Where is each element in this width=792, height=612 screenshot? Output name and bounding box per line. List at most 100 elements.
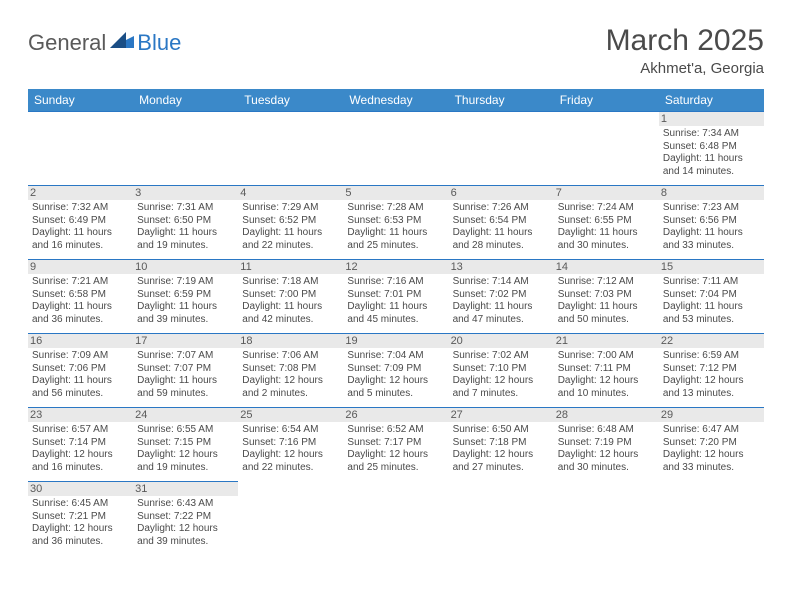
calendar-cell: 17Sunrise: 7:07 AMSunset: 7:07 PMDayligh… [133, 334, 238, 408]
calendar-cell: 27Sunrise: 6:50 AMSunset: 7:18 PMDayligh… [449, 408, 554, 482]
day-number: 1 [659, 112, 764, 126]
day-details: Sunrise: 7:00 AMSunset: 7:11 PMDaylight:… [558, 350, 655, 400]
calendar-row: 30 Sunrise: 6:45 AMSunset: 7:21 PMDayligh… [28, 482, 764, 556]
calendar-cell: 13Sunrise: 7:14 AMSunset: 7:02 PMDayligh… [449, 260, 554, 334]
day-number: 13 [449, 260, 554, 274]
day-details: Sunrise: 7:23 AMSunset: 6:56 PMDaylight:… [663, 202, 760, 252]
day-details: Sunrise: 7:04 AMSunset: 7:09 PMDaylight:… [347, 350, 444, 400]
day-number: 19 [343, 334, 448, 348]
day-number: 6 [449, 186, 554, 200]
calendar-cell-blank [343, 482, 448, 556]
calendar-row: 2 Sunrise: 7:32 AMSunset: 6:49 PMDaylight… [28, 186, 764, 260]
header: General Blue March 2025 Akhmet'a, Georgi… [28, 24, 764, 77]
day-details: Sunrise: 6:52 AMSunset: 7:17 PMDaylight:… [347, 424, 444, 474]
day-number: 4 [238, 186, 343, 200]
calendar-cell: 15 Sunrise: 7:11 AMSunset: 7:04 PMDayligh… [659, 260, 764, 334]
weekday-header: Monday [133, 89, 238, 112]
calendar-row: 16Sunrise: 7:09 AMSunset: 7:06 PMDayligh… [28, 334, 764, 408]
weekday-header: Sunday [28, 89, 133, 112]
day-number: 12 [343, 260, 448, 274]
calendar-cell: 30 Sunrise: 6:45 AMSunset: 7:21 PMDayligh… [28, 482, 133, 556]
weekday-header: Saturday [659, 89, 764, 112]
day-details: Sunrise: 6:54 AMSunset: 7:16 PMDaylight:… [242, 424, 339, 474]
calendar-cell: 3Sunrise: 7:31 AMSunset: 6:50 PMDaylight… [133, 186, 238, 260]
day-number: 8 [659, 186, 764, 200]
day-number: 10 [133, 260, 238, 274]
day-number: 20 [449, 334, 554, 348]
day-number: 29 [659, 408, 764, 422]
calendar-row: 23Sunrise: 6:57 AMSunset: 7:14 PMDayligh… [28, 408, 764, 482]
day-details: Sunrise: 7:16 AMSunset: 7:01 PMDaylight:… [347, 276, 444, 326]
weekday-header-row: SundayMondayTuesdayWednesdayThursdayFrid… [28, 89, 764, 112]
calendar-cell: 31Sunrise: 6:43 AMSunset: 7:22 PMDayligh… [133, 482, 238, 556]
calendar-cell: 14 Sunrise: 7:12 AMSunset: 7:03 PMDayligh… [554, 260, 659, 334]
calendar-cell: 29Sunrise: 6:47 AMSunset: 7:20 PMDayligh… [659, 408, 764, 482]
day-details: Sunrise: 7:07 AMSunset: 7:07 PMDaylight:… [137, 350, 234, 400]
day-details: Sunrise: 6:48 AMSunset: 7:19 PMDaylight:… [558, 424, 655, 474]
day-details: Sunrise: 7:11 AMSunset: 7:04 PMDaylight:… [663, 276, 760, 326]
day-number: 16 [28, 334, 133, 348]
logo-text-2: Blue [137, 30, 181, 56]
calendar-cell: 1 Sunrise: 7:34 AMSunset: 6:48 PMDaylight… [659, 112, 764, 186]
weekday-header: Thursday [449, 89, 554, 112]
calendar-cell-blank [343, 112, 448, 186]
calendar-cell: 20 Sunrise: 7:02 AMSunset: 7:10 PMDayligh… [449, 334, 554, 408]
day-number: 21 [554, 334, 659, 348]
calendar-cell: 22Sunrise: 6:59 AMSunset: 7:12 PMDayligh… [659, 334, 764, 408]
day-details: Sunrise: 6:43 AMSunset: 7:22 PMDaylight:… [137, 498, 234, 548]
calendar-cell: 19 Sunrise: 7:04 AMSunset: 7:09 PMDayligh… [343, 334, 448, 408]
day-details: Sunrise: 7:21 AMSunset: 6:58 PMDaylight:… [32, 276, 129, 326]
calendar-cell-blank [449, 112, 554, 186]
calendar-cell: 25 Sunrise: 6:54 AMSunset: 7:16 PMDayligh… [238, 408, 343, 482]
calendar-cell: 16Sunrise: 7:09 AMSunset: 7:06 PMDayligh… [28, 334, 133, 408]
day-details: Sunrise: 6:59 AMSunset: 7:12 PMDaylight:… [663, 350, 760, 400]
page-title: March 2025 [606, 24, 764, 58]
day-details: Sunrise: 6:45 AMSunset: 7:21 PMDaylight:… [32, 498, 129, 548]
location: Akhmet'a, Georgia [606, 60, 764, 77]
day-details: Sunrise: 7:02 AMSunset: 7:10 PMDaylight:… [453, 350, 550, 400]
day-details: Sunrise: 7:34 AMSunset: 6:48 PMDaylight:… [663, 128, 760, 178]
day-number: 3 [133, 186, 238, 200]
calendar-cell-blank [28, 112, 133, 186]
weekday-header: Wednesday [343, 89, 448, 112]
day-number: 18 [238, 334, 343, 348]
day-number: 28 [554, 408, 659, 422]
calendar-cell: 6Sunrise: 7:26 AMSunset: 6:54 PMDaylight… [449, 186, 554, 260]
weekday-header: Tuesday [238, 89, 343, 112]
logo: General Blue [28, 30, 181, 56]
calendar-cell-blank [554, 482, 659, 556]
day-number: 2 [28, 186, 133, 200]
day-number: 24 [133, 408, 238, 422]
weekday-header: Friday [554, 89, 659, 112]
day-number: 30 [28, 482, 133, 496]
day-number: 25 [238, 408, 343, 422]
calendar-cell: 8 Sunrise: 7:23 AMSunset: 6:56 PMDaylight… [659, 186, 764, 260]
day-number: 9 [28, 260, 133, 274]
day-details: Sunrise: 7:19 AMSunset: 6:59 PMDaylight:… [137, 276, 234, 326]
day-details: Sunrise: 7:28 AMSunset: 6:53 PMDaylight:… [347, 202, 444, 252]
calendar-table: SundayMondayTuesdayWednesdayThursdayFrid… [28, 89, 764, 556]
day-details: Sunrise: 7:18 AMSunset: 7:00 PMDaylight:… [242, 276, 339, 326]
day-details: Sunrise: 7:32 AMSunset: 6:49 PMDaylight:… [32, 202, 129, 252]
day-details: Sunrise: 6:57 AMSunset: 7:14 PMDaylight:… [32, 424, 129, 474]
day-number: 26 [343, 408, 448, 422]
day-details: Sunrise: 6:55 AMSunset: 7:15 PMDaylight:… [137, 424, 234, 474]
calendar-cell: 12 Sunrise: 7:16 AMSunset: 7:01 PMDayligh… [343, 260, 448, 334]
calendar-row: 1 Sunrise: 7:34 AMSunset: 6:48 PMDaylight… [28, 112, 764, 186]
calendar-cell-blank [238, 482, 343, 556]
day-details: Sunrise: 7:06 AMSunset: 7:08 PMDaylight:… [242, 350, 339, 400]
day-number: 11 [238, 260, 343, 274]
day-number: 14 [554, 260, 659, 274]
calendar-cell: 26 Sunrise: 6:52 AMSunset: 7:17 PMDayligh… [343, 408, 448, 482]
day-number: 5 [343, 186, 448, 200]
day-details: Sunrise: 7:12 AMSunset: 7:03 PMDaylight:… [558, 276, 655, 326]
calendar-cell: 18 Sunrise: 7:06 AMSunset: 7:08 PMDayligh… [238, 334, 343, 408]
calendar-cell: 4Sunrise: 7:29 AMSunset: 6:52 PMDaylight… [238, 186, 343, 260]
calendar-cell-blank [554, 112, 659, 186]
calendar-row: 9 Sunrise: 7:21 AMSunset: 6:58 PMDaylight… [28, 260, 764, 334]
calendar-cell-blank [133, 112, 238, 186]
day-details: Sunrise: 6:50 AMSunset: 7:18 PMDaylight:… [453, 424, 550, 474]
calendar-cell-blank [659, 482, 764, 556]
calendar-cell: 24 Sunrise: 6:55 AMSunset: 7:15 PMDayligh… [133, 408, 238, 482]
day-number: 15 [659, 260, 764, 274]
